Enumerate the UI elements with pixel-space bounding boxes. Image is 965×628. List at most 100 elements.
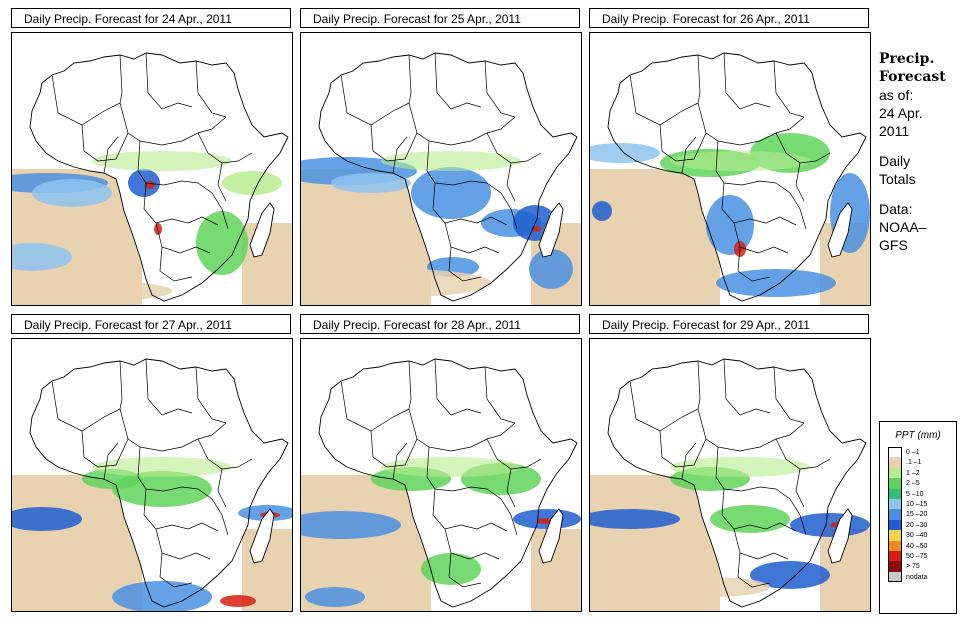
precip-area (533, 226, 541, 232)
country-border (370, 124, 418, 162)
country-border (484, 60, 516, 118)
country-border (195, 60, 227, 118)
precip-area (650, 577, 770, 597)
data-label: Data: (879, 201, 913, 217)
precip-area (32, 529, 112, 569)
country-border (484, 366, 516, 424)
africa-map (301, 33, 581, 305)
panel-title: Daily Precip. Forecast for 24 Apr., 2011 (11, 8, 291, 28)
country-border (81, 124, 129, 162)
legend-swatch (888, 540, 902, 551)
country-border (486, 182, 518, 230)
precip-area (305, 587, 365, 607)
country-border (432, 182, 508, 226)
country-border (486, 488, 518, 536)
country-border (506, 468, 516, 508)
forecast-panel-4: Daily Precip. Forecast for 27 Apr., 2011 (11, 314, 293, 612)
country-border (195, 366, 227, 424)
legend-label: 30 –40 (906, 532, 928, 540)
precip-area (12, 507, 82, 531)
precip-area (32, 179, 112, 207)
forecast-panel-1: Daily Precip. Forecast for 24 Apr., 2011 (11, 8, 293, 306)
legend-item: 40 –50 (888, 540, 956, 551)
precip-area (92, 457, 232, 477)
country-border (428, 422, 516, 452)
sidebar-heading-2: Forecast (879, 69, 946, 85)
country-border (773, 60, 805, 118)
precip-map (589, 32, 871, 306)
forecast-panel-3: Daily Precip. Forecast for 26 Apr., 2011 (589, 8, 871, 306)
precip-area (381, 151, 521, 171)
country-border (370, 430, 418, 468)
africa-map (590, 33, 870, 305)
legend-label: 15 –20 (906, 511, 928, 519)
country-border (145, 358, 193, 416)
country-border (408, 360, 430, 448)
country-border (723, 358, 771, 416)
legend-swatch (888, 519, 902, 531)
panel-title: Daily Precip. Forecast for 27 Apr., 2011 (11, 314, 291, 334)
legend-item: 5 –10 (888, 488, 956, 499)
precip-area (716, 269, 836, 297)
legend-label: nodata (906, 573, 928, 581)
forecast-panel-5: Daily Precip. Forecast for 28 Apr., 2011 (300, 314, 582, 612)
country-border (137, 140, 199, 186)
madagascar (249, 202, 275, 258)
forecast-panel-2: Daily Precip. Forecast for 25 Apr., 2011 (300, 8, 582, 306)
madagascar (827, 508, 853, 564)
madagascar (827, 202, 853, 258)
country-border (775, 488, 807, 536)
country-border (159, 246, 193, 282)
legend-item: 2 –5 (888, 478, 956, 489)
country-border (81, 430, 129, 468)
data-source-1: NOAA– (879, 219, 927, 235)
country-border (448, 552, 482, 588)
country-border (733, 222, 789, 254)
legend-item: 50 –75 (888, 550, 956, 562)
precip-area (112, 471, 212, 507)
precip-area (590, 143, 660, 163)
legend-swatch (888, 447, 902, 458)
precip-area (421, 553, 481, 585)
country-border (775, 182, 807, 230)
country-border (432, 488, 508, 532)
precip-area (196, 211, 248, 275)
precip-area (529, 249, 573, 289)
precip-area (381, 457, 521, 477)
panel-title: Daily Precip. Forecast for 26 Apr., 2011 (589, 8, 869, 28)
legend-item: 15 –20 (888, 509, 956, 520)
asof-label: as of: (879, 87, 914, 103)
country-border (392, 136, 408, 174)
country-border (426, 446, 488, 492)
country-border (737, 246, 771, 282)
legend-label: 10 –15 (906, 500, 928, 508)
country-border (448, 246, 482, 282)
precip-area (590, 509, 680, 529)
country-border (217, 468, 227, 508)
country-border (444, 222, 500, 254)
land-mass (608, 53, 866, 301)
legend-label: 20 –30 (906, 521, 928, 529)
precip-map (589, 338, 871, 612)
precip-area (32, 281, 172, 301)
country-border (137, 446, 199, 492)
legend-swatch (888, 561, 902, 572)
country-border (434, 358, 482, 416)
info-sidebar: Precip. Forecast as of: 24 Apr. 2011 Dai… (879, 50, 963, 254)
country-border (681, 442, 697, 480)
africa-map (12, 339, 292, 611)
legend-item: 20 –30 (888, 519, 956, 531)
legend-label: > 75 (906, 563, 920, 571)
precip-area (750, 561, 830, 589)
country-border (737, 552, 771, 588)
legend-item: .1 –1 (888, 457, 956, 468)
country-border (733, 528, 789, 560)
africa-map (12, 33, 292, 305)
precip-map (11, 32, 293, 306)
legend-label: 1 –2 (906, 469, 920, 477)
madagascar (249, 508, 275, 564)
country-border (697, 360, 719, 448)
country-border (426, 140, 488, 186)
legend-label: .1 –1 (906, 459, 922, 467)
country-border (659, 124, 707, 162)
